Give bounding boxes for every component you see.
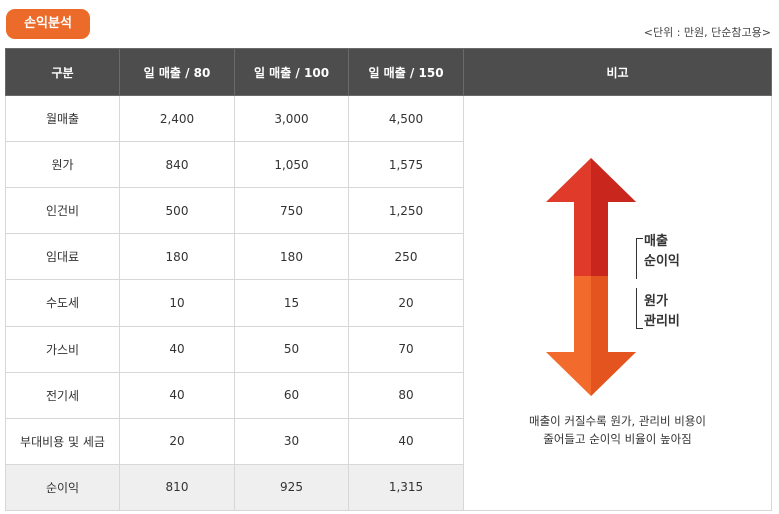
row-label: 부대비용 및 세금	[5, 417, 120, 465]
value-150: 1,250	[348, 187, 464, 235]
value-150: 4,500	[348, 94, 464, 143]
value-100: 1,050	[234, 141, 349, 189]
value-150: 80	[348, 371, 464, 419]
row-label: 인건비	[5, 187, 120, 235]
table-row: 수도세 10 15 20	[5, 279, 772, 327]
table-row: 부대비용 및 세금 20 30 40	[5, 417, 772, 465]
label-sales: 매출	[644, 234, 668, 249]
value-150: 1,575	[348, 141, 464, 189]
profit-loss-table: 구분 일 매출 / 80 일 매출 / 100 일 매출 / 150 비고 월매…	[5, 48, 772, 512]
value-150: 20	[348, 279, 464, 327]
value-100: 60	[234, 371, 349, 419]
table-row: 가스비 40 50 70	[5, 325, 772, 373]
value-100: 15	[234, 279, 349, 327]
value-150: 40	[348, 417, 464, 465]
label-overhead: 관리비	[644, 314, 680, 329]
row-label: 임대료	[5, 233, 120, 281]
remarks-graphic: 매출 순이익 원가 관리비 매출이 커질수록 원가, 관리비 비용이 줄어들고 …	[464, 96, 771, 510]
section-badge: 손익분석	[6, 9, 90, 39]
label-net-profit: 순이익	[644, 254, 680, 269]
value-150: 70	[348, 325, 464, 373]
table-header-row: 구분 일 매출 / 80 일 매출 / 100 일 매출 / 150 비고	[5, 48, 772, 96]
value-80: 20	[119, 417, 235, 465]
value-80: 500	[119, 187, 235, 235]
down-bracket	[636, 288, 643, 329]
value-100: 3,000	[234, 94, 349, 143]
double-arrow-up-down-icon	[546, 158, 636, 396]
value-150: 250	[348, 233, 464, 281]
label-cost: 원가	[644, 294, 668, 309]
header-sales-80: 일 매출 / 80	[119, 48, 235, 96]
row-label: 수도세	[5, 279, 120, 327]
value-80: 180	[119, 233, 235, 281]
remarks-cell: 매출 순이익 원가 관리비 매출이 커질수록 원가, 관리비 비용이 줄어들고 …	[463, 95, 772, 511]
value-100: 180	[234, 233, 349, 281]
table-row-total: 순이익 810 925 1,315	[5, 463, 772, 512]
remarks-caption: 매출이 커질수록 원가, 관리비 비용이 줄어들고 순이익 비율이 높아짐	[464, 412, 771, 448]
row-label: 순이익	[5, 463, 120, 512]
table-row: 임대료 180 180 250	[5, 233, 772, 281]
value-150: 1,315	[348, 463, 464, 512]
down-labels: 원가 관리비	[644, 292, 680, 332]
unit-note: <단위 : 만원, 단순참고용>	[643, 26, 771, 39]
value-80: 10	[119, 279, 235, 327]
caption-line-2: 줄어들고 순이익 비율이 높아짐	[543, 432, 692, 446]
value-80: 40	[119, 325, 235, 373]
row-label: 원가	[5, 141, 120, 189]
value-100: 750	[234, 187, 349, 235]
value-80: 840	[119, 141, 235, 189]
value-80: 2,400	[119, 94, 235, 143]
value-80: 40	[119, 371, 235, 419]
header-remarks: 비고	[463, 48, 772, 96]
table-row: 월매출 2,400 3,000 4,500 매출 순이익	[5, 94, 772, 511]
up-labels: 매출 순이익	[644, 232, 680, 272]
value-100: 30	[234, 417, 349, 465]
value-100: 50	[234, 325, 349, 373]
caption-line-1: 매출이 커질수록 원가, 관리비 비용이	[529, 414, 706, 428]
up-bracket	[636, 238, 643, 279]
header-sales-150: 일 매출 / 150	[348, 48, 464, 96]
row-label: 전기세	[5, 371, 120, 419]
header-sales-100: 일 매출 / 100	[234, 48, 349, 96]
table-row: 원가 840 1,050 1,575	[5, 141, 772, 189]
row-label: 월매출	[5, 94, 120, 143]
value-100: 925	[234, 463, 349, 512]
header-category: 구분	[5, 48, 120, 96]
value-80: 810	[119, 463, 235, 512]
row-label: 가스비	[5, 325, 120, 373]
